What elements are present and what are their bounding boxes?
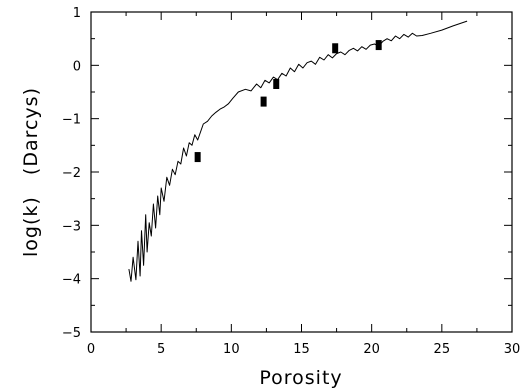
data-marker (332, 43, 339, 54)
x-tick-label: 10 (223, 342, 240, 357)
x-tick-label: 30 (504, 342, 521, 357)
x-tick-label: 5 (157, 342, 165, 357)
x-tick-label: 25 (434, 342, 451, 357)
x-axis-title: Porosity (259, 367, 342, 389)
y-tick-label: −4 (62, 273, 81, 288)
y-tick-label: −2 (62, 166, 81, 181)
x-tick-label: 15 (293, 342, 310, 357)
series-line (128, 20, 468, 282)
data-marker (273, 79, 280, 89)
data-marker (194, 152, 201, 163)
series-layer (128, 20, 468, 282)
plot-frame (90, 11, 513, 333)
data-marker (375, 40, 382, 51)
tick-labels: 0 5 10 15 20 25 30 −5 −4 −3 −2 −1 0 1 (62, 6, 520, 357)
data-marker (260, 96, 267, 107)
ticks (90, 11, 513, 333)
y-tick-label: 1 (73, 6, 81, 21)
x-tick-label: 20 (363, 342, 380, 357)
x-tick-label: 0 (87, 342, 95, 357)
y-tick-label: −1 (62, 113, 81, 128)
y-tick-label: 0 (73, 59, 81, 74)
y-axis-title: log(k) (Darcys) (20, 87, 42, 257)
y-tick-label: −5 (62, 326, 81, 341)
y-tick-label: −3 (62, 219, 81, 234)
